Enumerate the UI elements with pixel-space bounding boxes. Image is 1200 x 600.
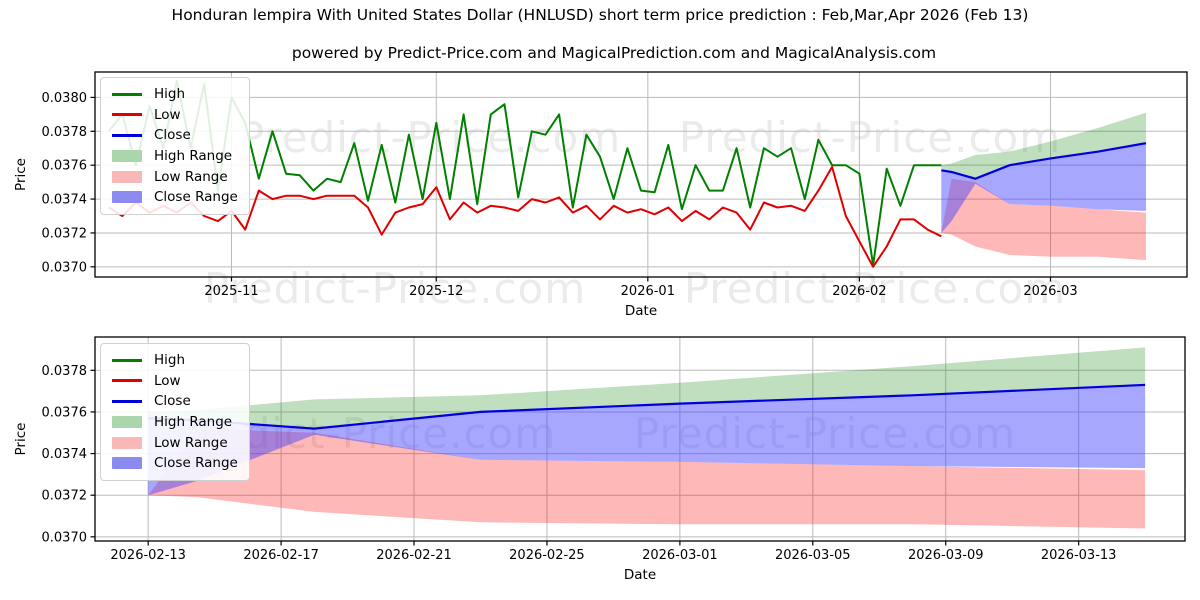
x-tick-label: 2026-03-09	[908, 548, 984, 563]
watermark-text: Predict-Price.com	[679, 113, 1061, 162]
x-tick-label: 2026-03-05	[775, 548, 851, 563]
y-axis-label: Price	[13, 158, 29, 191]
x-tick-label: 2026-03	[1023, 284, 1077, 299]
legend-item-label: Low	[154, 106, 181, 123]
plot-border	[94, 336, 1186, 542]
legend-line-swatch	[112, 379, 142, 383]
y-tick-label: 0.0370	[42, 260, 88, 275]
y-tick-label: 0.0378	[42, 364, 88, 379]
legend-item-low-range: Low Range	[112, 166, 238, 187]
legend-line-swatch	[112, 358, 142, 362]
x-axis-label: Date	[625, 303, 657, 319]
y-tick-label: 0.0376	[42, 159, 88, 174]
legend-patch-swatch	[112, 457, 142, 470]
high-range-band	[941, 112, 1146, 179]
legend-line-swatch	[112, 399, 142, 403]
legend-item-label: Close Range	[154, 455, 238, 472]
y-tick-label: 0.0374	[42, 447, 88, 462]
forecast-legend: High Low Close High Range Low Range Close Ran…	[100, 343, 250, 481]
legend-item-high-range: High Range	[112, 146, 238, 167]
close-line	[941, 142, 1147, 180]
y-tick-label: 0.0372	[42, 226, 88, 241]
y-tick-label: 0.0380	[42, 91, 88, 106]
legend-item-low: Low	[112, 105, 238, 126]
legend-item-high-range: High Range	[112, 412, 238, 433]
legend-item-close-range: Close Range	[112, 453, 238, 474]
x-tick-label: 2026-02-21	[376, 548, 452, 563]
legend-item-low: Low	[112, 371, 238, 392]
legend-item-close-range: Close Range	[112, 187, 238, 208]
legend-item-label: Close Range	[154, 189, 238, 206]
legend-line-swatch	[112, 113, 142, 117]
legend-item-low-range: Low Range	[112, 432, 238, 453]
x-tick-label: 2026-02-25	[509, 548, 585, 563]
legend-item-label: Low Range	[154, 168, 228, 185]
page-title: Honduran lempira With United States Doll…	[171, 6, 1029, 24]
x-tick-label: 2026-01	[621, 284, 675, 299]
legend-item-label: High Range	[154, 148, 233, 165]
chart-subtitle: powered by Predict-Price.com and Magical…	[291, 44, 937, 62]
legend-patch-swatch	[112, 150, 142, 163]
watermark-text: Predict-Price.com	[634, 409, 1016, 458]
overview-chart: 2025-11 2025-12 2026-01 2026-02 2026-03 0.037…	[13, 71, 1188, 319]
close-range-band	[148, 384, 1146, 496]
legend-item-close: Close	[112, 125, 238, 146]
x-tick-label: 2026-02	[832, 284, 886, 299]
legend-item-high: High	[112, 350, 238, 371]
low-range-band	[941, 178, 1146, 261]
y-tick-label: 0.0370	[42, 530, 88, 545]
y-tick-label: 0.0372	[42, 489, 88, 504]
overview-legend: High Low Close High Range Low Range Close Ran…	[100, 77, 250, 215]
x-tick-label: 2025-11	[204, 284, 258, 299]
close-range-band	[941, 143, 1146, 233]
watermark-text: Predict-Price.com	[239, 113, 621, 162]
legend-line-swatch	[112, 92, 142, 96]
y-tick-label: 0.0374	[42, 193, 88, 208]
legend-patch-swatch	[112, 416, 142, 429]
legend-patch-swatch	[112, 170, 142, 183]
legend-item-high: High	[112, 84, 238, 105]
x-axis-label: Date	[624, 567, 656, 583]
y-axis-label: Price	[13, 423, 29, 456]
legend-line-swatch	[112, 133, 142, 137]
y-tick-label: 0.0378	[42, 125, 88, 140]
legend-item-label: High Range	[154, 414, 233, 431]
x-tick-label: 2026-02-13	[110, 548, 186, 563]
legend-patch-swatch	[112, 191, 142, 204]
low-range-band	[148, 428, 1146, 529]
low-line	[108, 165, 942, 268]
high-range-band	[148, 347, 1146, 429]
plot-border	[94, 71, 1188, 278]
y-tick-label: 0.0376	[42, 405, 88, 420]
legend-item-label: Close	[154, 127, 191, 144]
watermark-text: Predict-Price.com	[204, 264, 586, 313]
legend-patch-swatch	[112, 436, 142, 449]
x-tick-label: 2026-03-01	[642, 548, 718, 563]
watermark-text: Predict-Price.com	[684, 264, 1066, 313]
legend-item-label: High	[154, 352, 186, 369]
forecast-detail-chart: 2026-02-13 2026-02-17 2026-02-21 2026-02-25…	[13, 336, 1186, 583]
legend-item-label: Low Range	[154, 434, 228, 451]
legend-item-close: Close	[112, 391, 238, 412]
x-tick-label: 2026-02-17	[243, 548, 319, 563]
legend-item-label: Low	[154, 372, 181, 389]
legend-item-label: Close	[154, 393, 191, 410]
x-tick-label: 2025-12	[409, 284, 463, 299]
legend-item-label: High	[154, 86, 186, 103]
x-tick-label: 2026-03-13	[1041, 548, 1117, 563]
